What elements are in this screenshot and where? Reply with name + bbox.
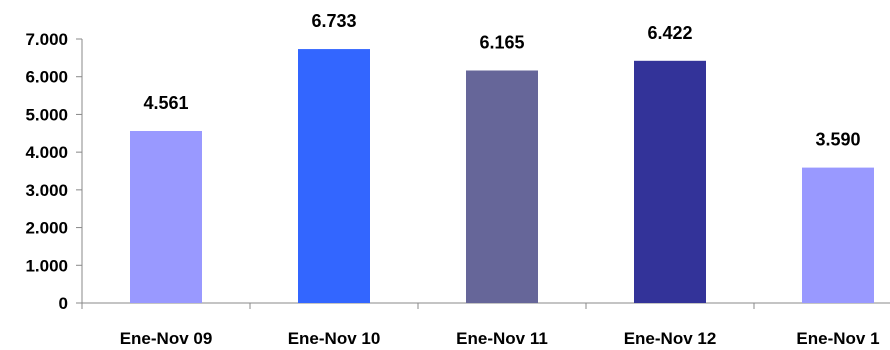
y-tick-label: 1.000 — [25, 256, 68, 275]
bar — [298, 49, 370, 303]
data-label: 6.733 — [311, 11, 356, 31]
y-tick-label: 2.000 — [25, 219, 68, 238]
bars — [130, 49, 874, 304]
bar — [130, 130, 202, 303]
data-labels: 4.561 6.733 6.165 6.422 3.590 — [143, 11, 860, 150]
bar — [802, 167, 874, 303]
x-axis: Ene-Nov 09 Ene-Nov 10 Ene-Nov 11 Ene-Nov 12… — [81, 302, 890, 348]
data-label: 6.422 — [647, 23, 692, 43]
x-tick-label: Ene-Nov 1 — [796, 329, 879, 348]
bar — [466, 70, 538, 304]
x-tick-label: Ene-Nov 09 — [120, 329, 213, 348]
data-label: 3.590 — [815, 130, 860, 150]
y-tick-label: 6.000 — [25, 68, 68, 87]
y-tick-label: 4.000 — [25, 143, 68, 162]
bar — [634, 60, 706, 303]
y-tick-label: 3.000 — [25, 181, 68, 200]
x-tick-label: Ene-Nov 10 — [288, 329, 381, 348]
data-label: 6.165 — [479, 32, 524, 52]
x-tick-label: Ene-Nov 11 — [456, 329, 548, 348]
y-axis: 0 1.000 2.000 3.000 4.000 5.000 6.000 7.000 — [25, 30, 83, 313]
y-tick-label: 7.000 — [25, 30, 68, 49]
y-tick-label: 0 — [59, 294, 68, 313]
y-tick-label: 5.000 — [25, 105, 68, 124]
x-tick-label: Ene-Nov 12 — [624, 329, 717, 348]
data-label: 4.561 — [143, 93, 188, 113]
